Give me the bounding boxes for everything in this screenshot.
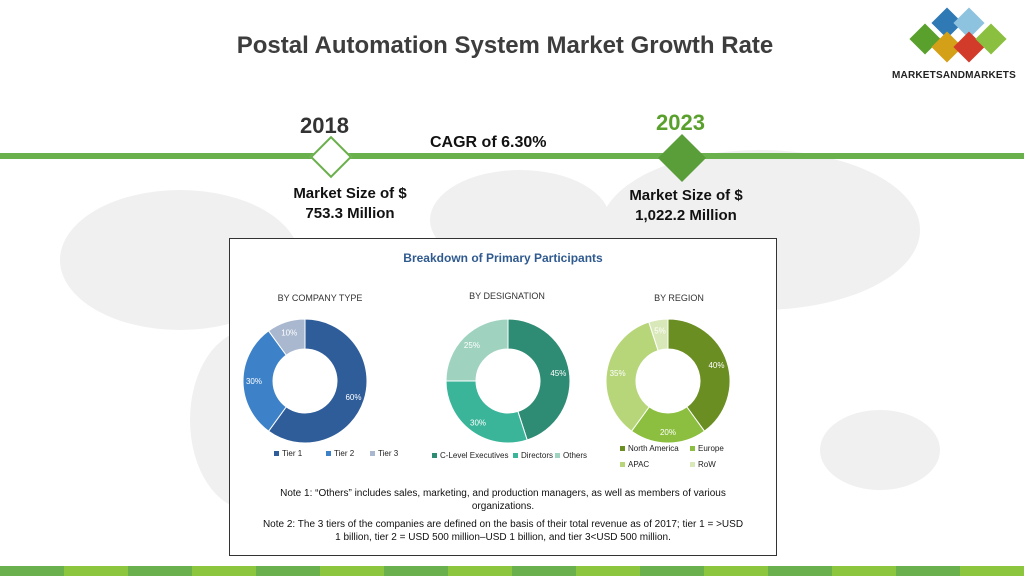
end-market-size-line1: Market Size of $: [629, 187, 743, 204]
page-title: Postal Automation System Market Growth R…: [236, 32, 774, 59]
chart-title-company-type: BY COMPANY TYPE: [277, 293, 363, 303]
footer-stripe: [768, 566, 832, 576]
donut-slice-c-level-executives: [507, 318, 571, 441]
legend-swatch: [432, 453, 437, 458]
footer-stripe: [640, 566, 704, 576]
footer-stripe: [320, 566, 384, 576]
legend-label: C-Level Executives: [440, 451, 508, 460]
legend-item: Others: [555, 451, 587, 460]
start-market-size: Market Size of $ 753.3 Million: [270, 184, 430, 224]
donut-value-label: 60%: [345, 393, 361, 402]
footer-stripe: [448, 566, 512, 576]
note-1: Note 1: “Others” includes sales, marketi…: [230, 487, 776, 513]
donut-slice-directors: [445, 380, 528, 444]
legend-label: Tier 1: [282, 449, 303, 458]
footer-stripe: [512, 566, 576, 576]
footer-stripe: [704, 566, 768, 576]
donut-slice-apac: [605, 321, 659, 432]
end-year: 2023: [656, 110, 705, 135]
legend-label: Directors: [521, 451, 553, 460]
legend-item: North America: [620, 444, 679, 453]
legend-swatch: [326, 451, 331, 456]
donut-charts: 60% 30% 10% Tier 1 Tier 2 Tier 3 45% 30% 25% C-Le…: [242, 318, 731, 469]
start-market-size-line1: Market Size of $: [293, 185, 407, 202]
legend-swatch: [690, 462, 695, 467]
chart-title-region: BY REGION: [654, 293, 704, 303]
legend-item: APAC: [620, 460, 649, 469]
donut-value-label: 30%: [470, 418, 486, 427]
legend-label: Tier 3: [378, 449, 399, 458]
donut-slice-row: [648, 318, 669, 352]
footer-stripe: [128, 566, 192, 576]
footer-stripe: [64, 566, 128, 576]
donut-value-label: 45%: [550, 369, 566, 378]
donut-value-label: 5%: [654, 327, 666, 336]
footer-stripe: [256, 566, 320, 576]
donut-value-label: 20%: [660, 428, 676, 437]
legend-item: Europe: [690, 444, 724, 453]
start-market-size-line2: 753.3 Million: [305, 205, 395, 222]
note-2-line1: Note 2: The 3 tiers of the companies are…: [262, 519, 744, 530]
legend-label: APAC: [628, 460, 649, 469]
end-market-size: Market Size of $ 1,022.2 Million: [606, 186, 766, 226]
footer-stripe: [384, 566, 448, 576]
logo-text: MARKETSANDMARKETS: [892, 70, 1016, 81]
legend-item: Directors: [513, 451, 553, 460]
footer-stripe: [576, 566, 640, 576]
legend-item: Tier 1: [274, 449, 303, 458]
footer-stripe: [832, 566, 896, 576]
legend-item: Tier 3: [370, 449, 399, 458]
legend-swatch: [513, 453, 518, 458]
donut-value-label: 40%: [708, 361, 724, 370]
note-1-line2: organizations.: [471, 501, 535, 512]
note-2-line2: 1 billion, tier 2 = USD 500 million–USD …: [335, 532, 671, 543]
donut-slice-tier-3: [267, 318, 306, 356]
donut-value-label: 30%: [246, 377, 262, 386]
company-logo-icon: [909, 7, 1007, 63]
legend-label: Europe: [698, 444, 724, 453]
legend-label: Tier 2: [334, 449, 355, 458]
cagr-label: CAGR of 6.30%: [430, 134, 547, 151]
legend-swatch: [690, 446, 695, 451]
donut-value-label: 35%: [610, 369, 626, 378]
panel-title: Breakdown of Primary Participants: [403, 251, 603, 265]
legend-label: North America: [628, 444, 679, 453]
donut-slice-tier-2: [242, 330, 287, 432]
note-2: Note 2: The 3 tiers of the companies are…: [230, 518, 776, 544]
donut-value-label: 25%: [464, 341, 480, 350]
legend-item: Tier 2: [326, 449, 355, 458]
primary-participants-panel: Breakdown of Primary Participants BY COM…: [229, 238, 777, 556]
footer-stripe: [896, 566, 960, 576]
end-market-size-line2: 1,022.2 Million: [635, 207, 737, 224]
note-1-line1: Note 1: “Others” includes sales, marketi…: [280, 488, 726, 499]
footer-stripe: [192, 566, 256, 576]
legend-label: RoW: [698, 460, 716, 469]
legend-swatch: [620, 446, 625, 451]
legend-swatch: [370, 451, 375, 456]
legend-item: C-Level Executives: [432, 451, 508, 460]
timeline-line: [0, 153, 1024, 159]
legend-swatch: [274, 451, 279, 456]
start-year: 2018: [300, 113, 349, 138]
donut-value-label: 10%: [281, 328, 297, 337]
legend-swatch: [555, 453, 560, 458]
chart-title-designation: BY DESIGNATION: [469, 291, 545, 301]
donut-slice-others: [445, 318, 509, 382]
legend-swatch: [620, 462, 625, 467]
legend-item: RoW: [690, 460, 716, 469]
donut-slice-tier-1: [267, 318, 368, 444]
donut-slice-north-america: [667, 318, 731, 432]
legend-label: Others: [563, 451, 587, 460]
footer-stripe: [960, 566, 1024, 576]
footer-stripe: [0, 566, 64, 576]
